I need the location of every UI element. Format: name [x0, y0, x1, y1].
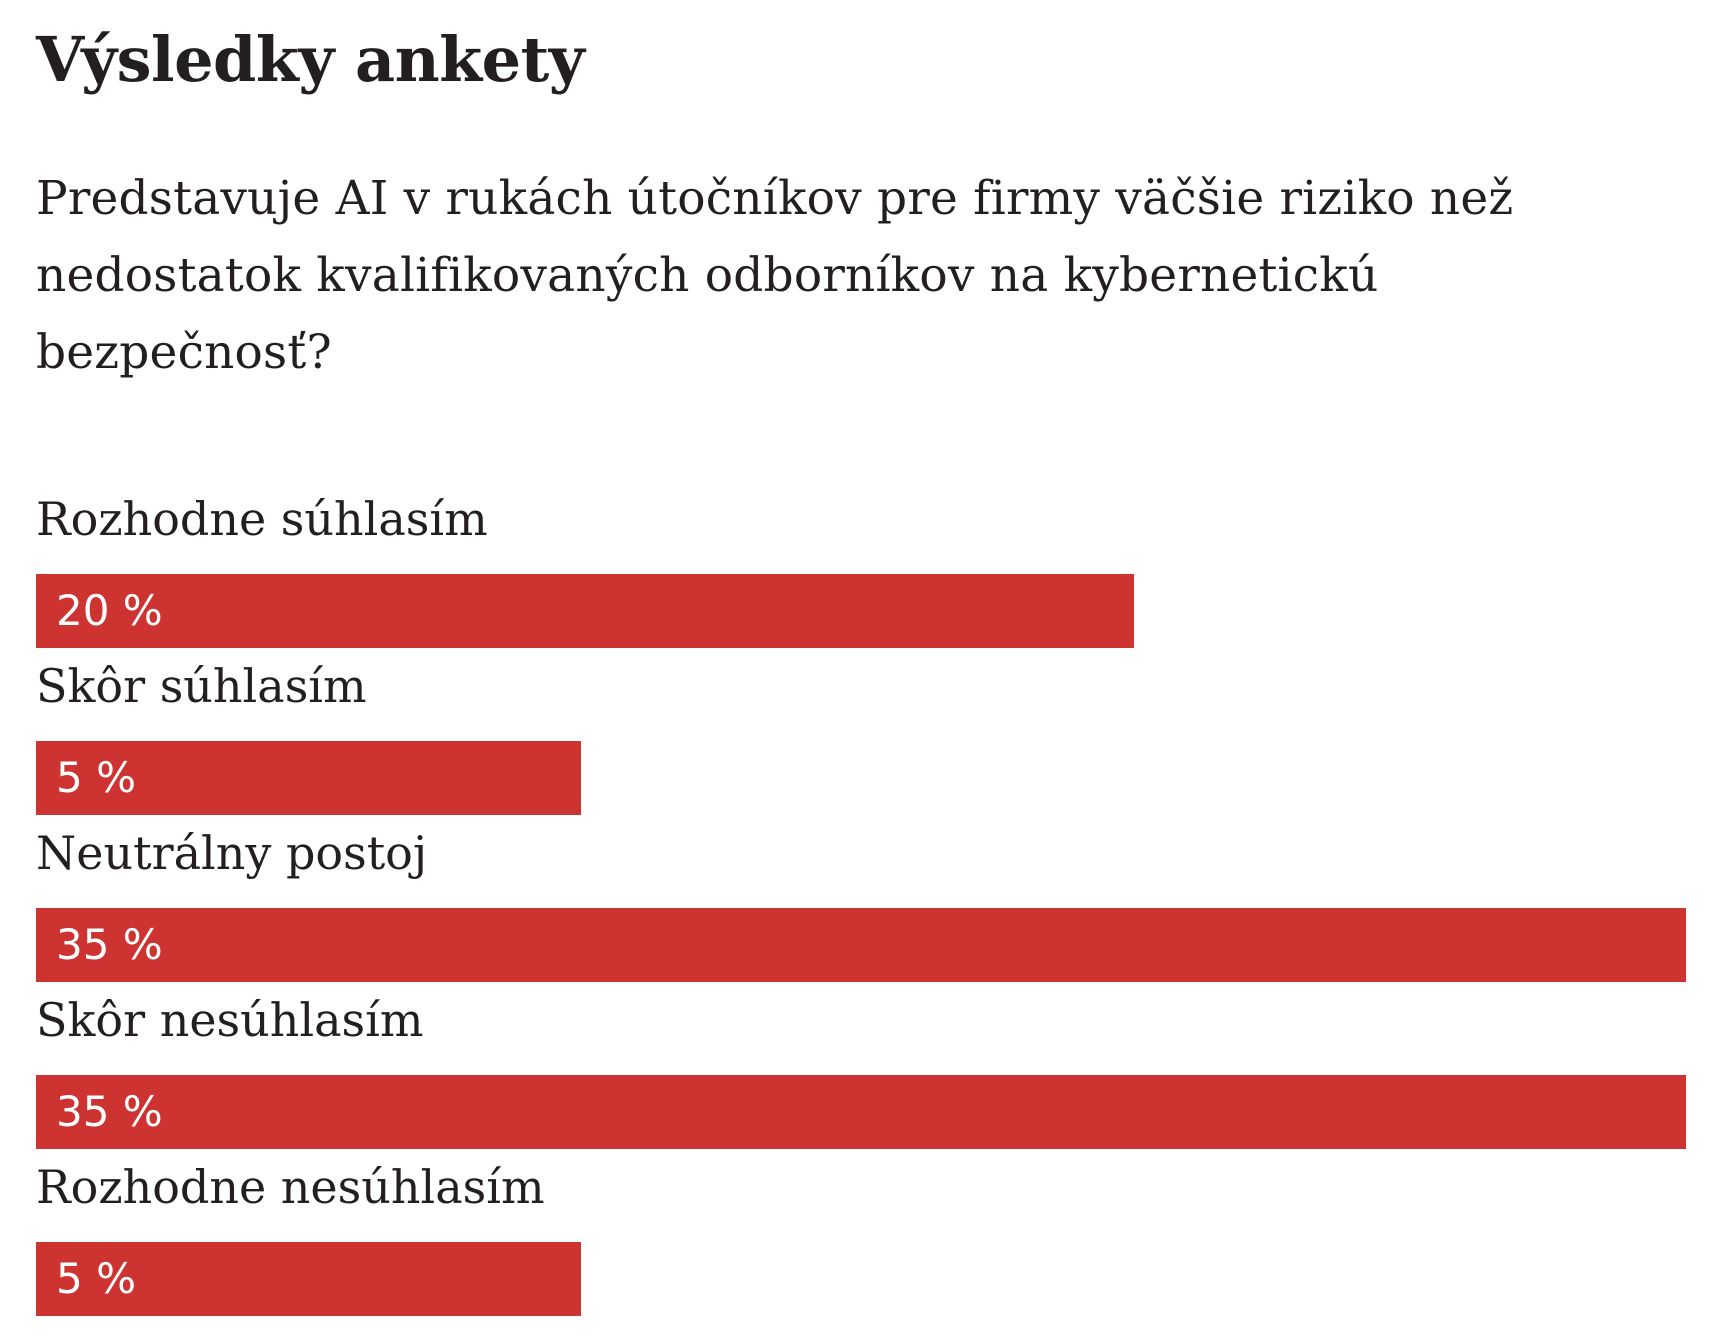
- poll-option-label: Skôr súhlasím: [36, 659, 367, 713]
- poll-option-row: Skôr nesúhlasím 35 %: [36, 989, 1686, 1156]
- poll-result-value: 35 %: [56, 1087, 163, 1136]
- poll-question: Predstavuje AI v rukách útočníkov pre fi…: [36, 171, 1514, 380]
- poll-option-label: Rozhodne súhlasím: [36, 492, 488, 546]
- poll-result-value: 35 %: [56, 920, 163, 969]
- poll-option-label: Skôr nesúhlasím: [36, 993, 424, 1047]
- poll-title: Výsledky ankety: [36, 23, 585, 96]
- poll-option-row: Rozhodne súhlasím 20 %: [36, 488, 1686, 655]
- poll-result-bar: 35 %: [36, 908, 1686, 982]
- poll-option-label: Rozhodne nesúhlasím: [36, 1160, 545, 1214]
- poll-result-bar: 5 %: [36, 1242, 581, 1316]
- poll-option-label: Neutrálny postoj: [36, 826, 428, 880]
- poll-result-value: 5 %: [56, 753, 136, 802]
- poll-result-bar: 35 %: [36, 1075, 1686, 1149]
- poll-results-panel: Výsledky ankety Predstavuje AI v rukách …: [36, 0, 1686, 1336]
- poll-option-row: Neutrálny postoj 35 %: [36, 822, 1686, 989]
- poll-result-bar: 20 %: [36, 574, 1134, 648]
- poll-option-row: Skôr súhlasím 5 %: [36, 655, 1686, 822]
- poll-result-bar: 5 %: [36, 741, 581, 815]
- poll-result-value: 20 %: [56, 586, 163, 635]
- poll-result-value: 5 %: [56, 1254, 136, 1303]
- poll-option-row: Rozhodne nesúhlasím 5 %: [36, 1156, 1686, 1323]
